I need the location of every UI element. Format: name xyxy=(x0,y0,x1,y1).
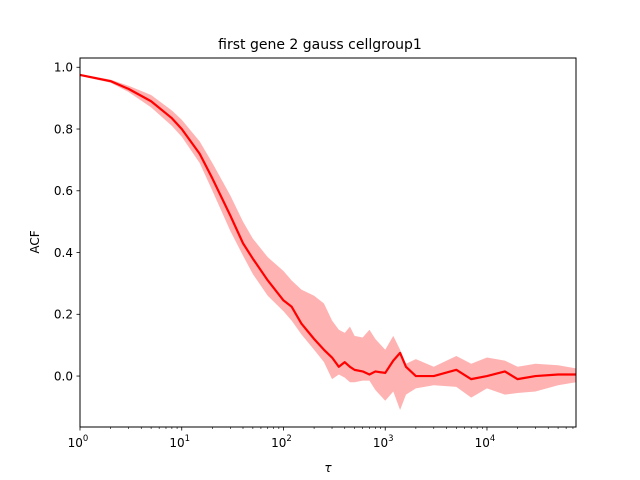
y-axis: 0.0 0.2 0.4 0.6 0.8 1.0 xyxy=(54,61,80,383)
y-axis-label: ACF xyxy=(28,230,42,253)
x-tick-label: 104 xyxy=(475,434,496,450)
axes-frame xyxy=(79,57,577,428)
y-tick-label: 0.2 xyxy=(54,308,73,322)
y-tick-label: 1.0 xyxy=(54,61,73,75)
y-tick-label: 0.4 xyxy=(54,246,73,260)
y-tick-label: 0.6 xyxy=(54,184,73,198)
confidence-band xyxy=(80,74,576,411)
plot-area xyxy=(79,73,576,411)
acf-series-line xyxy=(79,73,576,381)
x-tick-label: 103 xyxy=(373,434,394,450)
x-tick-label: 102 xyxy=(271,434,292,450)
y-tick-label: 0.8 xyxy=(54,122,73,136)
x-axis-label: τ xyxy=(324,461,332,475)
x-axis: 100 101 102 103 104 xyxy=(68,427,574,450)
x-tick-label: 101 xyxy=(169,434,190,450)
y-tick-label: 0.0 xyxy=(54,369,73,383)
x-tick-label: 100 xyxy=(68,434,89,450)
chart-title: first gene 2 gauss cellgroup1 xyxy=(218,37,422,53)
